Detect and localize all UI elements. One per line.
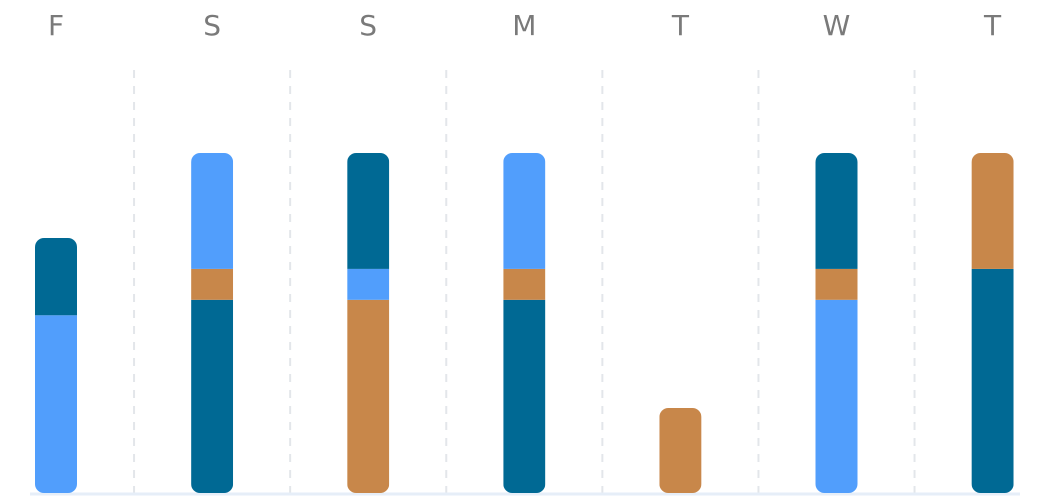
grid-lines: [133, 70, 916, 497]
bar-segment: [971, 268, 1014, 493]
day-label: M: [512, 9, 536, 42]
bar-3: [503, 153, 546, 493]
bar-6: [971, 153, 1014, 493]
day-label: F: [48, 9, 64, 42]
bar-segment: [347, 299, 390, 493]
bar-2: [347, 153, 390, 493]
bar-4: [659, 408, 702, 493]
bar-segment: [815, 299, 858, 493]
bar-segment: [815, 268, 858, 300]
bar-segment: [347, 153, 390, 269]
bar-segment: [659, 408, 702, 493]
bar-segment: [503, 153, 546, 269]
bar-segment: [35, 315, 77, 493]
bar-segment: [191, 299, 234, 493]
bar-segment: [35, 238, 77, 316]
bar-segment: [503, 268, 546, 300]
bar-segment: [347, 268, 390, 300]
day-label: T: [983, 9, 1002, 42]
bar-0: [35, 238, 77, 493]
bar-1: [191, 153, 234, 493]
bar-segment: [971, 153, 1014, 269]
bar-segment: [815, 153, 858, 269]
bar-segment: [503, 299, 546, 493]
bar-segment: [191, 268, 234, 300]
day-label: W: [823, 9, 851, 42]
day-label: S: [359, 9, 377, 42]
bar-5: [815, 153, 858, 493]
bars: [35, 153, 1014, 493]
day-label: S: [203, 9, 221, 42]
bar-segment: [191, 153, 234, 269]
day-label: T: [671, 9, 690, 42]
